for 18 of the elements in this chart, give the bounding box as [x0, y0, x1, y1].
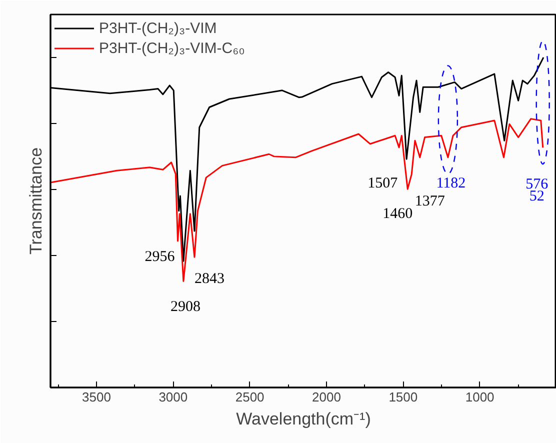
legend-label: P3HT-(CH₂)₃-VIM — [99, 20, 217, 36]
x-tick-label: 1500 — [388, 390, 418, 404]
annotation: 1460 — [382, 206, 413, 222]
annotation: 1377 — [414, 193, 446, 210]
annotation: 2843 — [194, 271, 224, 288]
x-tick-label: 3500 — [82, 390, 111, 404]
x-tick-label: 2500 — [235, 390, 264, 404]
annotation: 1507 — [368, 176, 398, 192]
y-axis-title: Transmittance — [26, 147, 46, 255]
x-axis-title: Wavelength(cm⁻¹) — [236, 410, 371, 428]
annotation: 2908 — [170, 299, 200, 316]
legend-label: P3HT-(CH₂)₃-VIM-C₆₀ — [99, 40, 245, 56]
x-tick-label: 2000 — [312, 390, 341, 404]
annotation: 52 — [529, 188, 544, 205]
x-tick-label: 1000 — [465, 390, 494, 404]
x-tick-label: 3000 — [158, 390, 188, 404]
annotation: 1182 — [436, 175, 466, 192]
annotation: 2956 — [144, 248, 176, 265]
